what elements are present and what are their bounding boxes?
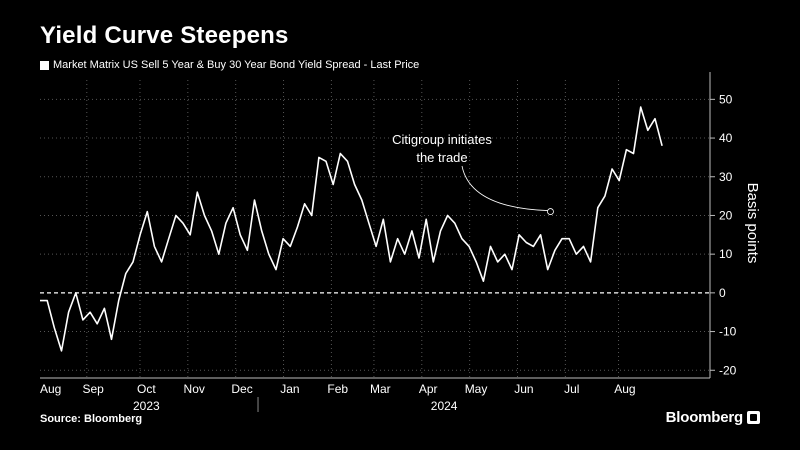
series-line xyxy=(40,106,663,352)
brand-logo: Bloomberg xyxy=(666,409,760,426)
annotation-text: the trade xyxy=(416,150,467,165)
year-label: 2023 xyxy=(133,399,160,413)
brand-name: Bloomberg xyxy=(665,409,744,426)
x-tick-label: Nov xyxy=(184,382,205,396)
x-tick-label: Feb xyxy=(327,382,348,396)
y-tick-label: 30 xyxy=(719,170,733,184)
y-tick-label: 50 xyxy=(719,92,733,106)
terminal-icon xyxy=(747,411,760,424)
chart-title: Yield Curve Steepens xyxy=(40,22,289,49)
source-note: Source: Bloomberg xyxy=(40,413,143,425)
x-tick-label: Oct xyxy=(137,382,156,396)
y-tick-label: 0 xyxy=(719,286,726,300)
x-tick-label: Aug xyxy=(40,382,61,396)
x-tick-label: Dec xyxy=(231,382,252,396)
y-tick-label: 10 xyxy=(719,247,733,261)
x-tick-label: Jun xyxy=(514,382,533,396)
x-tick-label: Sep xyxy=(82,382,104,396)
x-tick-label: Aug xyxy=(614,382,635,396)
y-tick-label: -10 xyxy=(719,325,737,339)
year-label: 2024 xyxy=(431,399,458,413)
legend: Market Matrix US Sell 5 Year & Buy 30 Ye… xyxy=(40,59,419,71)
annotation-text: Citigroup initiates xyxy=(392,132,492,147)
y-tick-label: 20 xyxy=(719,208,733,222)
y-axis-label: Basis points xyxy=(744,183,761,264)
legend-swatch xyxy=(40,60,49,70)
y-tick-label: -20 xyxy=(719,363,737,377)
x-tick-label: Mar xyxy=(370,382,391,396)
axis-layer: 50 40 30 20 10 0 -10 -20 Aug Sep Oct Nov Dec Jan Feb Ma… xyxy=(40,72,761,413)
x-tick-label: May xyxy=(465,382,488,396)
x-tick-label: Jan xyxy=(280,382,299,396)
series-layer xyxy=(40,106,663,352)
annotation-layer: Citigroup initiates the trade xyxy=(392,132,554,215)
x-tick-label: Apr xyxy=(419,382,438,396)
y-tick-label: 40 xyxy=(719,131,733,145)
legend-label: Market Matrix US Sell 5 Year & Buy 30 Ye… xyxy=(53,59,420,71)
grid-layer xyxy=(40,80,710,378)
annotation-marker xyxy=(547,208,554,215)
x-tick-label: Jul xyxy=(564,382,579,396)
annotation-leader xyxy=(461,165,548,211)
